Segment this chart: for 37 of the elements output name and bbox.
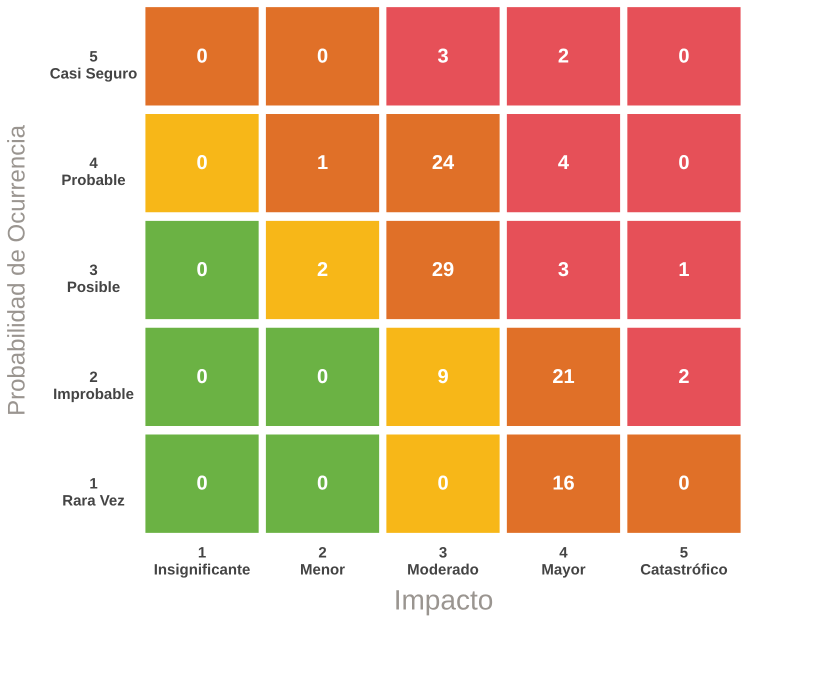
data-label: 2 (316, 259, 328, 281)
data-label: 3 (437, 45, 449, 68)
x-axis-title: Impacto (394, 584, 494, 616)
y-tick-label: 4 Probable (61, 155, 126, 190)
y-axis-title: Probabilidad de Ocurrencia (4, 124, 31, 416)
data-label: 0 (678, 152, 690, 174)
x-tick-label: 1 Insignificante (154, 544, 250, 578)
data-label: 4 (558, 152, 570, 174)
x-tick-label: 3 Moderado (407, 544, 479, 578)
data-label: 0 (196, 45, 208, 68)
data-label: 0 (437, 472, 449, 495)
data-label: 29 (432, 259, 454, 281)
data-label: 0 (196, 472, 208, 495)
y-tick-label: 1 Rara Vez (62, 476, 125, 510)
x-tick-label: 4 Mayor (541, 544, 586, 578)
data-label: 0 (316, 366, 328, 388)
data-label: 0 (316, 472, 328, 495)
data-label: 16 (552, 472, 575, 495)
data-label: 9 (437, 366, 449, 388)
data-label: 0 (678, 45, 690, 68)
y-tick-label: 3 Posible (66, 262, 120, 296)
data-label: 0 (196, 366, 208, 388)
y-tick-label: 5 Casi Seguro (50, 48, 138, 82)
x-tick-label: 2 Menor (300, 544, 346, 578)
data-label: 1 (678, 259, 690, 281)
data-label: 2 (678, 366, 690, 388)
data-label: 24 (432, 152, 455, 174)
data-label: 0 (196, 259, 208, 281)
data-label: 1 (316, 152, 328, 174)
x-tick-label: 5 Catastrófico (640, 544, 728, 578)
data-label: 2 (558, 45, 570, 68)
data-label: 0 (196, 152, 208, 174)
data-label: 0 (678, 472, 690, 495)
data-label: 3 (558, 259, 570, 281)
data-label: 0 (316, 45, 328, 68)
data-label: 21 (552, 366, 575, 388)
y-tick-label: 2 Improbable (53, 368, 134, 403)
